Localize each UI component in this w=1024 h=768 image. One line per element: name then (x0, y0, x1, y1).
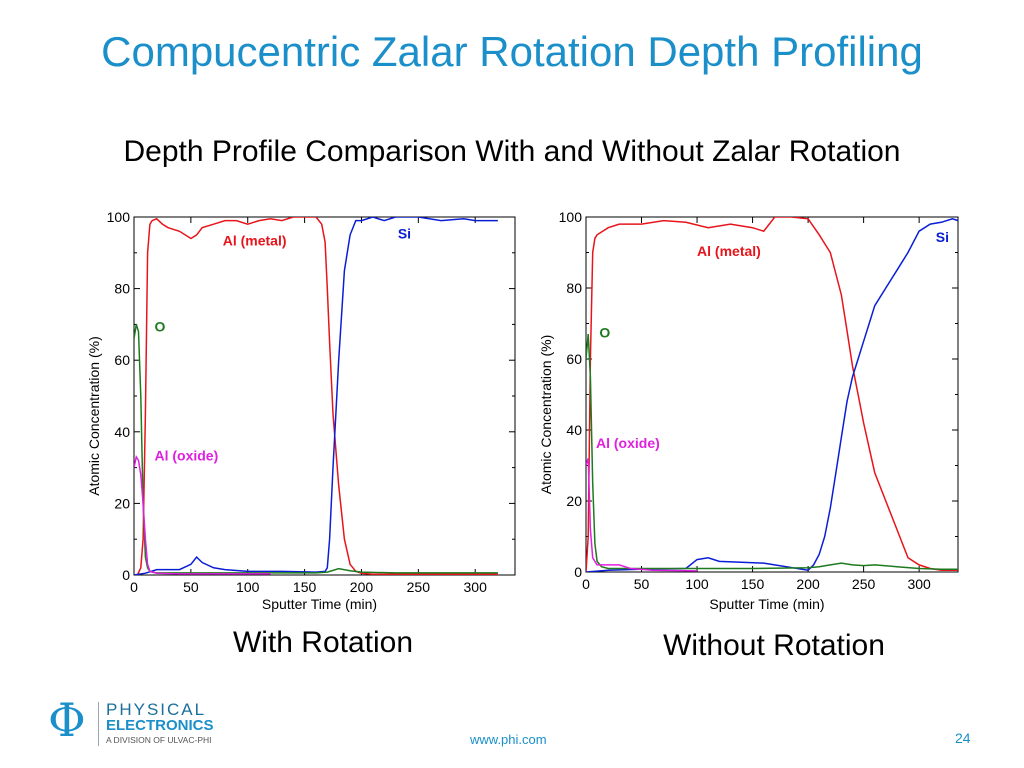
phi-logo: Φ PHYSICAL ELECTRONICS A DIVISION OF ULV… (48, 694, 228, 748)
series-label: Si (936, 229, 949, 245)
x-axis-label: Sputter Time (min) (709, 596, 824, 612)
x-tick-label: 250 (407, 579, 431, 595)
series-label: Al (oxide) (596, 435, 660, 451)
caption-without-rotation: Without Rotation (663, 629, 885, 662)
y-axis-label: Atomic Concentration (%) (86, 336, 102, 496)
y-tick-label: 80 (114, 281, 130, 297)
x-tick-label: 250 (852, 576, 876, 592)
y-tick-label: 100 (559, 209, 583, 225)
x-tick-label: 0 (582, 576, 590, 592)
y-tick-label: 40 (114, 424, 130, 440)
series-line-si (586, 218, 958, 572)
y-axis-label: Atomic Concentration (%) (538, 335, 554, 495)
series-line-al-oxide (586, 458, 698, 572)
series-label: O (599, 325, 610, 341)
y-tick-label: 80 (566, 280, 582, 296)
series-line-o (586, 334, 958, 570)
y-tick-label: 0 (122, 567, 130, 583)
caption-with-rotation: With Rotation (232, 626, 414, 659)
y-tick-label: 20 (566, 493, 582, 509)
slide-subtitle: Depth Profile Comparison With and Withou… (123, 135, 901, 168)
x-tick-label: 150 (293, 579, 317, 595)
x-tick-label: 100 (685, 576, 709, 592)
plot-frame (133, 216, 516, 576)
y-tick-label: 60 (114, 352, 130, 368)
plot-frame (585, 216, 959, 573)
footer-url-link[interactable]: www.phi.com (470, 732, 547, 747)
logo-line-1: PHYSICAL (106, 700, 207, 719)
y-tick-label: 0 (574, 564, 582, 580)
x-axis-label: Sputter Time (min) (262, 596, 377, 612)
x-tick-label: 0 (130, 579, 138, 595)
y-tick-label: 100 (107, 209, 131, 225)
series-line-al-metal (586, 217, 958, 572)
y-tick-label: 60 (566, 351, 582, 367)
x-tick-label: 200 (796, 576, 820, 592)
logo-line-3: A DIVISION OF ULVAC-PHI (106, 735, 212, 745)
series-label: Al (metal) (697, 243, 761, 259)
y-tick-label: 40 (566, 422, 582, 438)
series-label: O (154, 319, 165, 335)
series-line-o (134, 324, 498, 574)
x-tick-label: 50 (183, 579, 199, 595)
series-label: Al (oxide) (154, 447, 218, 463)
slide-title: Compucentric Zalar Rotation Depth Profil… (101, 28, 923, 75)
x-tick-label: 200 (350, 579, 374, 595)
page-number: 24 (955, 730, 971, 746)
x-tick-label: 50 (634, 576, 650, 592)
series-label: Si (398, 225, 411, 241)
series-line-si (134, 217, 498, 575)
series-line-al-oxide (134, 454, 271, 575)
logo-divider (98, 702, 99, 746)
series-line-al-metal (134, 217, 498, 575)
series-label: Al (metal) (223, 233, 287, 249)
y-tick-label: 20 (114, 495, 130, 511)
x-tick-label: 300 (907, 576, 931, 592)
x-tick-label: 300 (464, 579, 488, 595)
phi-symbol-icon: Φ (48, 693, 86, 747)
logo-line-2: ELECTRONICS (106, 717, 214, 734)
x-tick-label: 150 (741, 576, 765, 592)
x-tick-label: 100 (236, 579, 260, 595)
